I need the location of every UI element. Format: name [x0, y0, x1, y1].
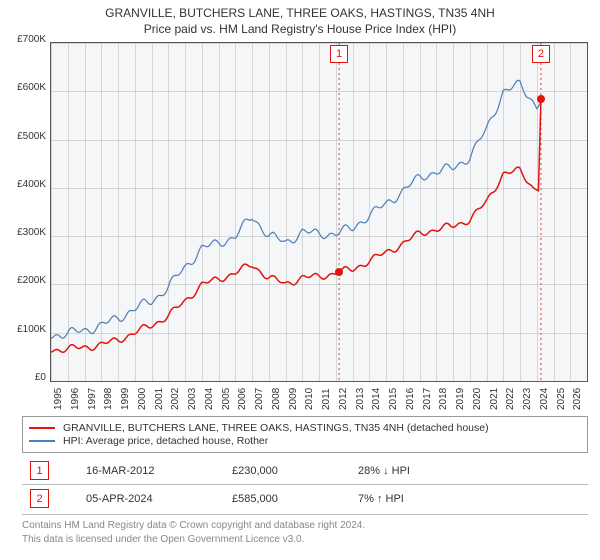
event-num-badge: 1: [30, 461, 49, 480]
x-tick-label: 2019: [455, 388, 466, 410]
legend-swatch: [29, 440, 55, 442]
x-tick-label: 2008: [271, 388, 282, 410]
legend: GRANVILLE, BUTCHERS LANE, THREE OAKS, HA…: [22, 416, 588, 453]
x-tick-label: 2004: [204, 388, 215, 410]
x-tick-label: 2006: [237, 388, 248, 410]
chart-title: GRANVILLE, BUTCHERS LANE, THREE OAKS, HA…: [0, 6, 600, 20]
x-tick-label: 2014: [371, 388, 382, 410]
event-num-badge: 2: [30, 489, 49, 508]
footer-line-2: This data is licensed under the Open Gov…: [22, 533, 588, 547]
y-tick-label: £600K: [4, 82, 46, 93]
x-tick-label: 1996: [70, 388, 81, 410]
x-tick-label: 2011: [321, 388, 332, 410]
series-line: [51, 80, 542, 338]
x-tick-label: 2018: [438, 388, 449, 410]
x-tick-label: 2007: [254, 388, 265, 410]
event-delta: 7% ↑ HPI: [350, 485, 588, 513]
x-tick-label: 2005: [221, 388, 232, 410]
x-tick-label: 2002: [170, 388, 181, 410]
legend-swatch: [29, 427, 55, 429]
x-tick-label: 2021: [489, 388, 500, 410]
series-line: [51, 99, 541, 353]
x-tick-label: 1997: [87, 388, 98, 410]
event-marker: 2: [532, 45, 550, 63]
x-tick-label: 2015: [388, 388, 399, 410]
x-tick-label: 2001: [154, 388, 165, 410]
event-date: 16-MAR-2012: [78, 453, 224, 485]
x-tick-label: 1995: [53, 388, 64, 410]
y-tick-label: £400K: [4, 179, 46, 190]
footer-line-1: Contains HM Land Registry data © Crown c…: [22, 519, 588, 533]
event-dot: [335, 268, 343, 276]
x-tick-label: 2009: [288, 388, 299, 410]
x-axis-labels: 1995 1996 1997 1998 1999 2000 2001 2002 2003 2004…: [50, 382, 588, 412]
x-tick-label: 2020: [472, 388, 483, 410]
x-tick-label: 2012: [338, 388, 349, 410]
events-table: 1 16-MAR-2012£230,00028% ↓ HPI 2 05-APR-202…: [22, 453, 588, 512]
x-tick-label: 1999: [120, 388, 131, 410]
legend-row: HPI: Average price, detached house, Roth…: [29, 435, 581, 447]
chart-titles: GRANVILLE, BUTCHERS LANE, THREE OAKS, HA…: [0, 0, 600, 36]
plot-area: 12: [50, 42, 588, 382]
event-price: £230,000: [224, 453, 350, 485]
x-tick-label: 2022: [505, 388, 516, 410]
legend-row: GRANVILLE, BUTCHERS LANE, THREE OAKS, HA…: [29, 422, 581, 434]
x-tick-label: 2025: [556, 388, 567, 410]
x-tick-label: 2010: [304, 388, 315, 410]
x-tick-label: 2016: [405, 388, 416, 410]
x-tick-label: 2000: [137, 388, 148, 410]
x-tick-label: 2013: [355, 388, 366, 410]
x-tick-label: 2023: [522, 388, 533, 410]
x-tick-label: 2003: [187, 388, 198, 410]
event-row: 2 05-APR-2024£585,0007% ↑ HPI: [22, 485, 588, 513]
chart-container: GRANVILLE, BUTCHERS LANE, THREE OAKS, HA…: [0, 0, 600, 546]
y-tick-label: £500K: [4, 131, 46, 142]
x-tick-label: 2024: [539, 388, 550, 410]
x-tick-label: 2026: [572, 388, 583, 410]
event-marker: 1: [330, 45, 348, 63]
event-row: 1 16-MAR-2012£230,00028% ↓ HPI: [22, 453, 588, 485]
x-tick-label: 1998: [103, 388, 114, 410]
y-tick-label: £100K: [4, 324, 46, 335]
event-date: 05-APR-2024: [78, 485, 224, 513]
x-tick-label: 2017: [422, 388, 433, 410]
legend-label: HPI: Average price, detached house, Roth…: [63, 435, 268, 447]
footer-attribution: Contains HM Land Registry data © Crown c…: [22, 514, 588, 546]
event-price: £585,000: [224, 485, 350, 513]
y-tick-label: £700K: [4, 34, 46, 45]
chart-subtitle: Price paid vs. HM Land Registry's House …: [0, 22, 600, 36]
y-tick-label: £200K: [4, 275, 46, 286]
y-tick-label: £0: [4, 372, 46, 383]
y-tick-label: £300K: [4, 227, 46, 238]
event-delta: 28% ↓ HPI: [350, 453, 588, 485]
event-dot: [537, 95, 545, 103]
legend-label: GRANVILLE, BUTCHERS LANE, THREE OAKS, HA…: [63, 422, 489, 434]
